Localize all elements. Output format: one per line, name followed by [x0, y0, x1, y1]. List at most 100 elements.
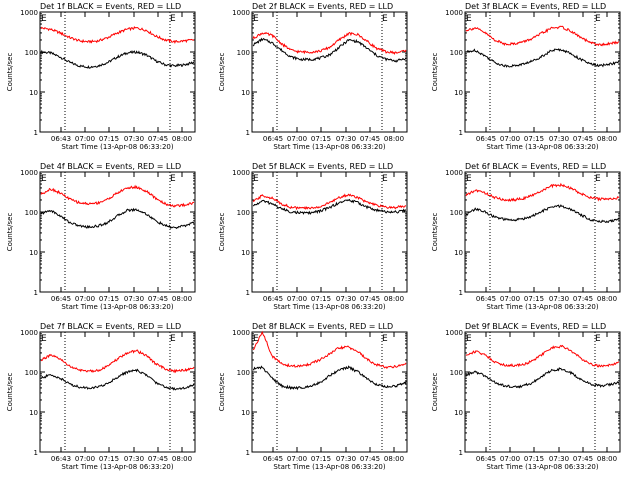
y-tick-label: 1000 — [232, 329, 250, 337]
marker-e-label: E — [170, 14, 176, 24]
x-tick-label: 07:30 — [124, 455, 144, 463]
marker-e-label: E — [595, 14, 601, 24]
x-tick-label: 06:43 — [51, 455, 71, 463]
events-series-line — [40, 207, 195, 230]
x-tick-label: 07:15 — [99, 455, 119, 463]
x-tick-label: 07:45 — [148, 135, 168, 143]
x-tick-label: 07:00 — [500, 135, 520, 143]
x-axis-label: Start Time (13-Apr-08 06:33:20) — [486, 143, 598, 151]
y-tick-label: 100 — [237, 49, 250, 57]
events-series-line — [466, 204, 620, 224]
x-tick-label: 07:15 — [311, 135, 331, 143]
x-tick-label: 07:45 — [573, 135, 593, 143]
y-tick-label: 1000 — [20, 329, 38, 337]
plot-frame — [464, 331, 621, 453]
x-tick-label: 07:45 — [148, 295, 168, 303]
x-axis-label: Start Time (13-Apr-08 06:33:20) — [273, 463, 385, 471]
x-tick-label: 07:00 — [287, 135, 307, 143]
x-tick-label: 07:15 — [311, 295, 331, 303]
plot-frame — [39, 331, 196, 453]
x-tick-label: 06:45 — [263, 455, 283, 463]
panel-9: Det 9f BLACK = Events, RED = LLD 1 10 100 10… — [431, 322, 621, 471]
y-tick-label: 1 — [34, 129, 38, 137]
marker-e-label: E — [595, 174, 601, 184]
x-tick-label: 07:00 — [500, 295, 520, 303]
plot-frame — [251, 171, 408, 293]
panel-title: Det 5f BLACK = Events, RED = LLD — [252, 162, 393, 171]
y-axis-label: Counts/sec — [218, 213, 226, 252]
y-tick-label: 100 — [237, 369, 250, 377]
y-axis-label: Counts/sec — [6, 213, 14, 252]
y-tick-label: 1000 — [445, 9, 463, 17]
panel-title: Det 7f BLACK = Events, RED = LLD — [40, 322, 181, 331]
y-tick-label: 10 — [454, 89, 463, 97]
panel-title: Det 6f BLACK = Events, RED = LLD — [465, 162, 606, 171]
y-tick-label: 10 — [454, 409, 463, 417]
events-series-line — [465, 367, 620, 389]
panel-title: Det 1f BLACK = Events, RED = LLD — [40, 2, 181, 11]
events-series-line — [252, 37, 407, 63]
x-tick-label: 07:30 — [124, 135, 144, 143]
y-axis-label: Counts/sec — [218, 373, 226, 412]
events-series-line — [40, 49, 195, 69]
x-axis-label: Start Time (13-Apr-08 06:33:20) — [273, 143, 385, 151]
y-tick-label: 1000 — [232, 169, 250, 177]
x-tick-label: 07:15 — [524, 295, 544, 303]
marker-e-label: E — [466, 334, 472, 344]
x-tick-label: 08:00 — [597, 455, 617, 463]
x-tick-label: 07:45 — [360, 135, 380, 143]
x-tick-label: 06:45 — [263, 135, 283, 143]
y-tick-label: 1 — [246, 289, 250, 297]
x-tick-label: 08:00 — [172, 295, 192, 303]
x-tick-label: 08:00 — [597, 135, 617, 143]
panel-title: Det 2f BLACK = Events, RED = LLD — [252, 2, 393, 11]
y-tick-label: 10 — [241, 89, 250, 97]
marker-e-label: E — [253, 174, 259, 184]
x-tick-label: 08:00 — [384, 455, 404, 463]
y-tick-label: 10 — [29, 249, 38, 257]
y-tick-label: 100 — [25, 49, 38, 57]
x-tick-label: 07:15 — [311, 455, 331, 463]
x-tick-label: 07:00 — [75, 455, 95, 463]
marker-e-label: E — [466, 174, 472, 184]
panel-6: Det 6f BLACK = Events, RED = LLD 1 10 100 10… — [431, 162, 621, 311]
marker-e-label: E — [170, 174, 176, 184]
x-tick-label: 07:15 — [524, 135, 544, 143]
x-tick-label: 07:45 — [573, 295, 593, 303]
y-tick-label: 1 — [459, 449, 463, 457]
y-axis-label: Counts/sec — [431, 213, 439, 252]
plot-frame — [251, 331, 408, 453]
x-tick-label: 07:30 — [549, 295, 569, 303]
panel-5: Det 5f BLACK = Events, RED = LLD 1 10 100 10… — [218, 162, 408, 311]
y-tick-label: 1 — [34, 289, 38, 297]
x-tick-label: 07:00 — [75, 135, 95, 143]
x-tick-label: 07:15 — [99, 295, 119, 303]
x-tick-label: 08:00 — [172, 135, 192, 143]
y-tick-label: 100 — [450, 49, 463, 57]
x-axis-label: Start Time (13-Apr-08 06:33:20) — [273, 303, 385, 311]
x-axis-label: Start Time (13-Apr-08 06:33:20) — [486, 303, 598, 311]
marker-e-label: E — [595, 334, 601, 344]
x-tick-label: 08:00 — [384, 135, 404, 143]
y-tick-label: 10 — [454, 249, 463, 257]
x-tick-label: 07:30 — [549, 455, 569, 463]
y-tick-label: 100 — [25, 209, 38, 217]
y-tick-label: 10 — [29, 409, 38, 417]
x-tick-label: 07:45 — [573, 455, 593, 463]
lld-series-line — [252, 193, 407, 211]
lld-series-line — [252, 31, 407, 55]
x-axis-label: Start Time (13-Apr-08 06:33:20) — [61, 463, 173, 471]
y-tick-label: 10 — [29, 89, 38, 97]
lld-series-line — [465, 25, 620, 47]
events-series-line — [252, 365, 407, 391]
lld-series-line — [40, 26, 195, 45]
y-tick-label: 10 — [241, 409, 250, 417]
y-axis-label: Counts/sec — [6, 373, 14, 412]
lld-series-line — [465, 182, 620, 203]
panel-title: Det 4f BLACK = Events, RED = LLD — [40, 162, 181, 171]
events-series-line — [40, 368, 194, 391]
y-tick-label: 1 — [459, 129, 463, 137]
x-tick-label: 08:00 — [597, 295, 617, 303]
panel-title: Det 3f BLACK = Events, RED = LLD — [465, 2, 606, 11]
